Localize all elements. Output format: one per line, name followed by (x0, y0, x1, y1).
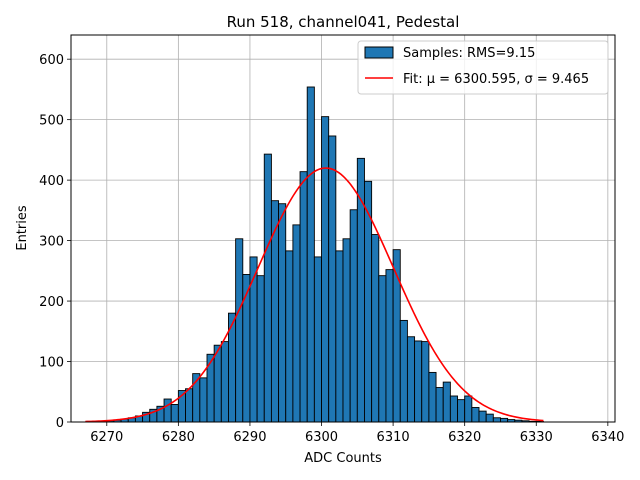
histogram-bar (242, 274, 251, 423)
histogram-bar (464, 395, 473, 423)
x-tick-label: 6310 (377, 430, 410, 445)
x-tick-label: 6340 (591, 430, 624, 445)
x-tick-label: 6300 (305, 430, 338, 445)
histogram-bar (163, 398, 172, 423)
x-axis-label: ADC Counts (304, 451, 382, 466)
grid (71, 35, 615, 423)
y-tick-label: 300 (39, 235, 64, 250)
histogram-bar (335, 250, 344, 423)
histogram-bar (349, 209, 358, 423)
y-tick-label: 100 (39, 356, 64, 371)
histogram-bar (371, 234, 380, 423)
histogram-bar (235, 238, 244, 423)
histogram-bar (442, 381, 451, 423)
histogram-bar (449, 395, 458, 423)
histogram-bar (292, 224, 301, 423)
histogram-bar (263, 153, 272, 423)
histogram-bar (299, 171, 308, 423)
histogram-bar (421, 341, 430, 423)
histogram-bar (342, 238, 351, 423)
y-tick-label: 400 (39, 174, 64, 189)
histogram-bar (185, 388, 194, 423)
histogram-bar (414, 340, 423, 423)
plot-frame (70, 34, 616, 423)
histogram-bar (249, 256, 258, 423)
y-tick-label: 500 (39, 114, 64, 129)
histogram-bar (471, 407, 480, 423)
x-axis-ticks: 6270 6280 6290 6300 6310 6320 6330 6340 (90, 422, 624, 445)
legend: Samples: RMS=9.15 Fit: μ = 6300.595, σ =… (357, 40, 609, 95)
y-tick-label: 0 (56, 416, 64, 431)
histogram-bar (199, 377, 208, 423)
y-axis-label: Entries (15, 205, 30, 251)
x-tick-label: 6280 (162, 430, 195, 445)
legend-fit-label: Fit: μ = 6300.595, σ = 9.465 (403, 72, 589, 87)
histogram-bar (492, 417, 501, 423)
histogram-bar (399, 319, 408, 423)
histogram-bar (256, 275, 265, 423)
x-tick-label: 6270 (90, 430, 123, 445)
histogram-bar (457, 399, 466, 423)
y-tick-label: 600 (39, 53, 64, 68)
histogram-bar (385, 269, 394, 423)
gaussian-fit-curve (85, 167, 544, 423)
histogram-bar (220, 341, 229, 423)
histogram-bar (285, 250, 294, 423)
histogram-bar (378, 275, 387, 423)
x-tick-label: 6290 (233, 430, 266, 445)
histogram-bar (406, 336, 416, 423)
histogram-bar (485, 413, 494, 423)
legend-histogram-label: Samples: RMS=9.15 (403, 46, 535, 61)
histogram-bar (478, 410, 487, 423)
legend-histogram-swatch (364, 46, 394, 59)
legend-box (357, 40, 609, 95)
y-tick-label: 200 (39, 295, 64, 310)
histogram-bar (435, 387, 444, 423)
y-axis-ticks: 0 100 200 300 400 500 600 (39, 53, 71, 431)
histogram-bar (306, 86, 315, 423)
x-tick-label: 6330 (520, 430, 553, 445)
histogram-bar (278, 203, 287, 423)
histogram-bars (92, 86, 544, 423)
chart-title: Run 518, channel041, Pedestal (227, 13, 460, 31)
histogram-bar (428, 371, 437, 423)
histogram-bar (328, 135, 337, 423)
histogram-bar (313, 256, 322, 423)
histogram-bar (206, 353, 215, 423)
histogram-bar (213, 344, 222, 423)
histogram-bar (321, 116, 330, 423)
x-tick-label: 6320 (448, 430, 481, 445)
histogram-bar (500, 417, 509, 423)
histogram-bar (170, 404, 179, 423)
histogram-bar (356, 157, 365, 423)
